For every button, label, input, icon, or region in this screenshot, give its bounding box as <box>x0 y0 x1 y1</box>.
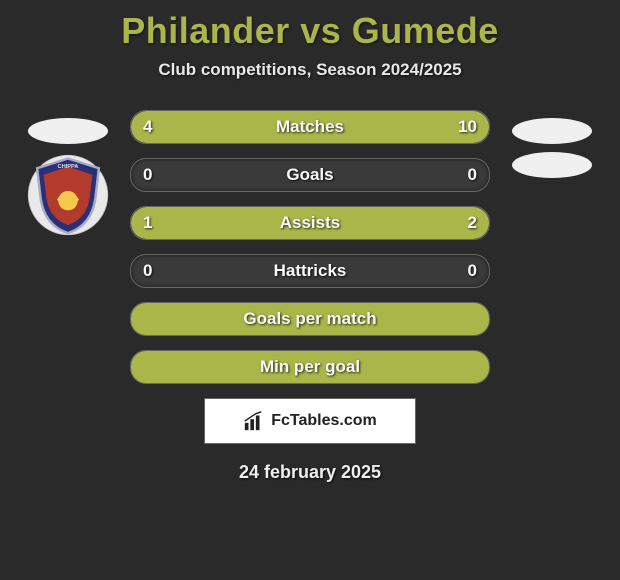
right-player-column <box>502 110 602 178</box>
stat-label: Goals <box>131 165 489 185</box>
stat-fill-right <box>231 111 489 143</box>
page-subtitle: Club competitions, Season 2024/2025 <box>0 60 620 80</box>
stat-label: Hattricks <box>131 261 489 281</box>
stat-fill-left <box>131 207 253 239</box>
brand-text: FcTables.com <box>271 412 377 430</box>
stat-value-right: 0 <box>468 261 477 281</box>
stat-fill-right <box>253 207 489 239</box>
club-crest-placeholder <box>512 152 592 178</box>
svg-text:CHIPPA: CHIPPA <box>58 164 79 170</box>
stat-fill <box>131 351 489 383</box>
stat-bar: 0 0Hattricks <box>130 254 490 288</box>
main-row: CHIPPA 410Matches00Goals12Assists00Hattr… <box>0 110 620 384</box>
stat-value-left: 0 <box>143 165 152 185</box>
stat-fill-left <box>131 111 231 143</box>
stat-bar: 12Assists <box>130 206 490 240</box>
club-crest-left: CHIPPA <box>27 152 109 238</box>
footer-date: 24 february 2025 <box>0 462 620 483</box>
shield-icon: CHIPPA <box>27 152 109 238</box>
stat-bar: Goals per match <box>130 302 490 336</box>
stat-fill <box>131 303 489 335</box>
player-photo-placeholder <box>28 118 108 144</box>
stat-value-right: 0 <box>468 165 477 185</box>
comparison-infographic: Philander vs Gumede Club competitions, S… <box>0 0 620 580</box>
left-player-column: CHIPPA <box>18 110 118 238</box>
stat-bar: 0 0Goals <box>130 158 490 192</box>
stats-bars: 410Matches00Goals12Assists00HattricksGoa… <box>130 110 490 384</box>
bars-logo-icon <box>243 410 265 432</box>
page-title: Philander vs Gumede <box>0 10 620 52</box>
stat-bar: Min per goal <box>130 350 490 384</box>
source-badge: FcTables.com <box>204 398 416 444</box>
player-photo-placeholder <box>512 118 592 144</box>
stat-bar: 410Matches <box>130 110 490 144</box>
stat-value-left: 0 <box>143 261 152 281</box>
